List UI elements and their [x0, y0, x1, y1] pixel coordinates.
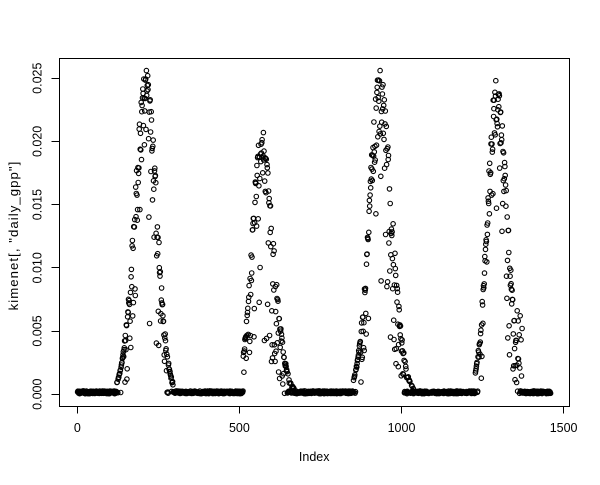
svg-text:0.015: 0.015: [31, 189, 45, 220]
svg-text:0.025: 0.025: [31, 63, 45, 94]
svg-text:0.000: 0.000: [31, 379, 45, 410]
svg-text:0.005: 0.005: [31, 315, 45, 346]
svg-text:0.010: 0.010: [31, 252, 45, 283]
svg-text:0.020: 0.020: [31, 126, 45, 157]
svg-text:1500: 1500: [550, 421, 578, 435]
svg-text:500: 500: [229, 421, 250, 435]
svg-text:1000: 1000: [388, 421, 416, 435]
svg-text:Index: Index: [299, 450, 330, 464]
svg-text:0: 0: [74, 421, 81, 435]
svg-text:kimenet[, "daily_gpp"]: kimenet[, "daily_gpp"]: [6, 161, 21, 311]
